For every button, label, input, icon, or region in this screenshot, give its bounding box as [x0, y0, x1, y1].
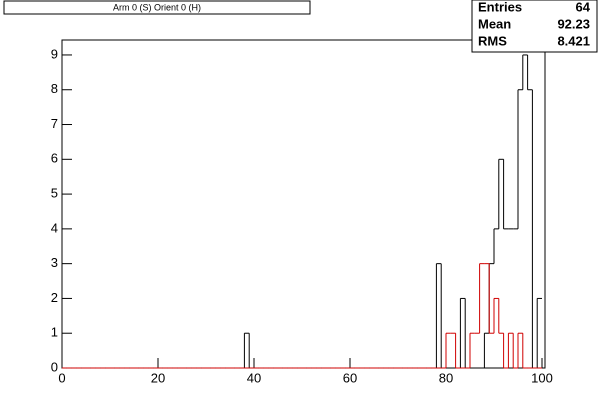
- stats-value: 92.23: [557, 16, 590, 31]
- frame: [61, 39, 546, 369]
- x-tick-label: 20: [151, 370, 165, 385]
- stats-value: 8.421: [557, 33, 590, 48]
- x-tick-label: 100: [531, 370, 553, 385]
- stats-box: Entries 64 Mean 92.23 RMS 8.421: [471, 0, 598, 53]
- stats-label: RMS: [478, 33, 507, 48]
- y-tick-label: 2: [51, 290, 58, 305]
- y-tick-label: 7: [51, 116, 58, 131]
- y-tick-label: 9: [51, 46, 58, 61]
- y-tick-label: 4: [51, 220, 58, 235]
- x-tick-label: 80: [439, 370, 453, 385]
- y-tick-label: 5: [51, 186, 58, 201]
- y-tick-label: 1: [51, 325, 58, 340]
- x-tick-label: 60: [343, 370, 357, 385]
- y-tick-label: 0: [51, 359, 58, 374]
- x-tick-label: 40: [247, 370, 261, 385]
- stats-frame: [471, 0, 598, 53]
- chart-title: Arm 0 (S) Orient 0 (H): [113, 2, 201, 12]
- y-tick-label: 6: [51, 151, 58, 166]
- stats-label: Mean: [478, 16, 511, 31]
- x-tick-label: 0: [58, 370, 65, 385]
- y-tick-label: 8: [51, 81, 58, 96]
- title-box: [3, 0, 311, 15]
- stats-value: 64: [576, 0, 591, 14]
- stats-label: Entries: [478, 0, 522, 14]
- y-tick-label: 3: [51, 255, 58, 270]
